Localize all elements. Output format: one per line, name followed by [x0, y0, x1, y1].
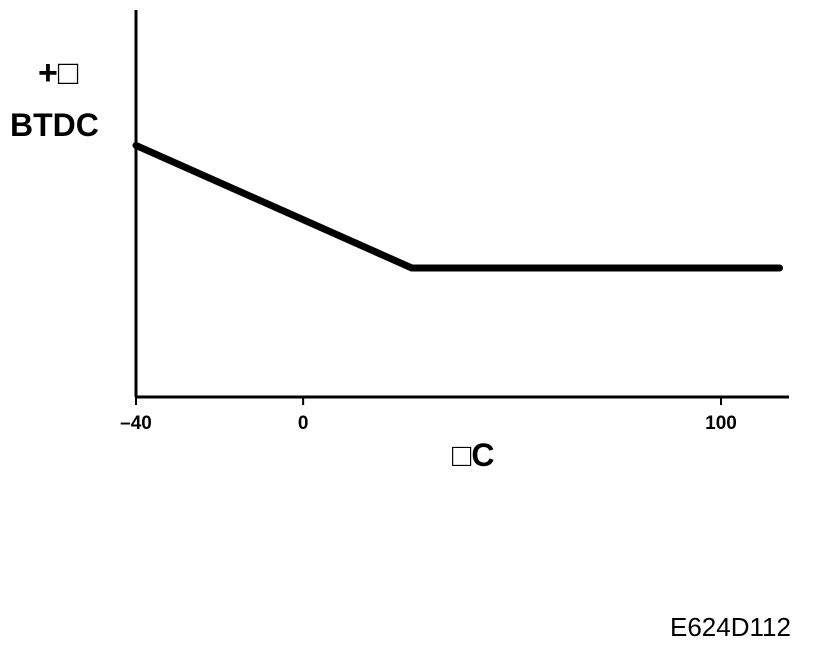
- y-axis-label: BTDC: [10, 107, 99, 143]
- x-tick-label: 0: [298, 413, 309, 434]
- y-axis-sign-label: +□: [38, 54, 79, 92]
- figure-code: E624D112: [670, 612, 791, 642]
- x-tick-label: 100: [705, 413, 737, 434]
- x-tick-label: –40: [120, 413, 152, 434]
- x-axis-label: □C: [452, 437, 495, 473]
- series-line: [132, 141, 783, 272]
